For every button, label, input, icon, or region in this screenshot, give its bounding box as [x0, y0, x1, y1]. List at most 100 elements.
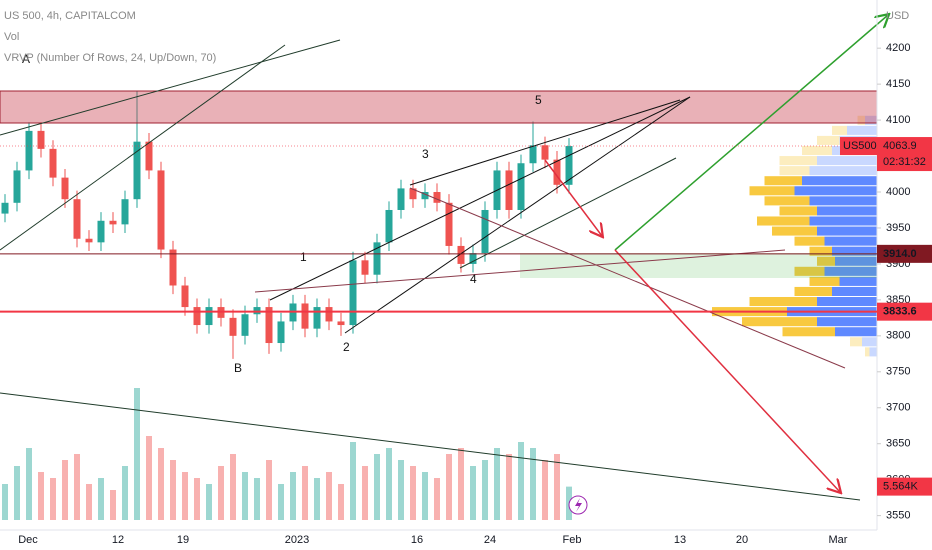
trendline [254, 249, 786, 293]
volume-bar [278, 484, 284, 520]
trendline [0, 392, 861, 501]
x-tick-label: Mar [829, 534, 848, 546]
profile-up [835, 256, 877, 266]
volume-bar [374, 454, 380, 520]
chart-title: US 500, 4h, CAPITALCOM [4, 10, 136, 22]
profile-down [794, 236, 825, 246]
candle-body [169, 249, 177, 286]
candle-body [109, 220, 117, 225]
volume-bar [182, 472, 188, 520]
profile-up [817, 297, 877, 307]
volume-bar [2, 484, 8, 520]
trendline [344, 96, 691, 334]
profile-up [847, 125, 877, 135]
volume-bar [530, 448, 536, 520]
profile-down [850, 337, 862, 347]
profile-up [802, 176, 877, 186]
profile-up [809, 166, 877, 176]
y-tick-label: 4150 [886, 78, 910, 90]
volume-bar [266, 460, 272, 520]
currency-label: USD [886, 10, 909, 22]
candle-body [409, 188, 417, 200]
volume-bar [542, 460, 548, 520]
profile-down [802, 145, 832, 156]
trendlines [0, 15, 888, 501]
candle-body [445, 202, 453, 246]
profile-down [809, 276, 840, 286]
volume-bar [446, 454, 452, 520]
candle-body [421, 192, 429, 200]
profile-up [817, 226, 877, 236]
volume-bar [410, 466, 416, 520]
profile-up [817, 156, 877, 166]
candle-body [529, 145, 537, 164]
profile-down [749, 186, 795, 196]
candle-body [205, 307, 213, 326]
y-tick-label: 4000 [886, 186, 910, 198]
volume-bar [98, 478, 104, 520]
profile-down [779, 156, 817, 166]
symbol-tag [840, 137, 877, 156]
candle-body [145, 141, 153, 171]
candle-body [181, 285, 189, 308]
indicator-label: Vol [4, 31, 19, 43]
profile-down [809, 246, 832, 256]
y-tick-label: 3550 [886, 510, 910, 522]
y-tick-label: 3700 [886, 402, 910, 414]
candle-body [61, 177, 69, 200]
x-tick-label: 20 [736, 534, 748, 546]
profile-down [782, 327, 835, 337]
x-tick-label: 13 [674, 534, 686, 546]
profile-down [794, 266, 825, 276]
price-tag [877, 302, 932, 321]
candle-body [481, 209, 489, 254]
profile-up [817, 206, 877, 216]
wave-label: A [22, 52, 30, 66]
profile-up [809, 196, 877, 206]
candle-body [49, 148, 57, 178]
volume-bar [350, 442, 356, 520]
y-tick-label: 3650 [886, 438, 910, 450]
volume-bar [302, 466, 308, 520]
x-tick-label: 19 [177, 534, 189, 546]
volume-bar [206, 484, 212, 520]
arrow [614, 249, 840, 492]
profile-down [779, 206, 817, 216]
candle-body [157, 170, 165, 250]
candle-body [313, 307, 321, 329]
candle-body [541, 145, 549, 160]
profile-up [794, 186, 877, 196]
volume-bar [554, 454, 560, 520]
y-tick-label: 3750 [886, 366, 910, 378]
volume-bar [506, 454, 512, 520]
wave-label: 1 [300, 250, 307, 264]
profile-up [832, 246, 877, 256]
candle-body [433, 192, 441, 203]
profile-down [857, 115, 865, 125]
volume-bar [86, 484, 92, 520]
volume-bar [194, 478, 200, 520]
volume-bar [122, 466, 128, 520]
wave-label: 4 [470, 272, 477, 286]
candle-body [505, 170, 513, 210]
volume-bar [458, 448, 464, 520]
volume-bar [386, 448, 392, 520]
candle-body [553, 159, 561, 185]
wave-label: 2 [343, 340, 350, 354]
volume-bar [398, 460, 404, 520]
candle-body [337, 321, 345, 326]
candle-body [229, 317, 237, 336]
candle-body [85, 238, 93, 243]
profile-down [794, 286, 832, 297]
volume-bar [158, 448, 164, 520]
y-tick-label: 3950 [886, 222, 910, 234]
countdown-label: 02:31:32 [883, 156, 926, 168]
trendline [0, 44, 286, 251]
candle-body [469, 253, 477, 264]
x-tick-label: 2023 [285, 534, 309, 546]
volume-bar [62, 460, 68, 520]
candle-body [385, 209, 393, 243]
profile-down [817, 135, 840, 145]
price-tag-label: 3833.6 [883, 306, 917, 318]
